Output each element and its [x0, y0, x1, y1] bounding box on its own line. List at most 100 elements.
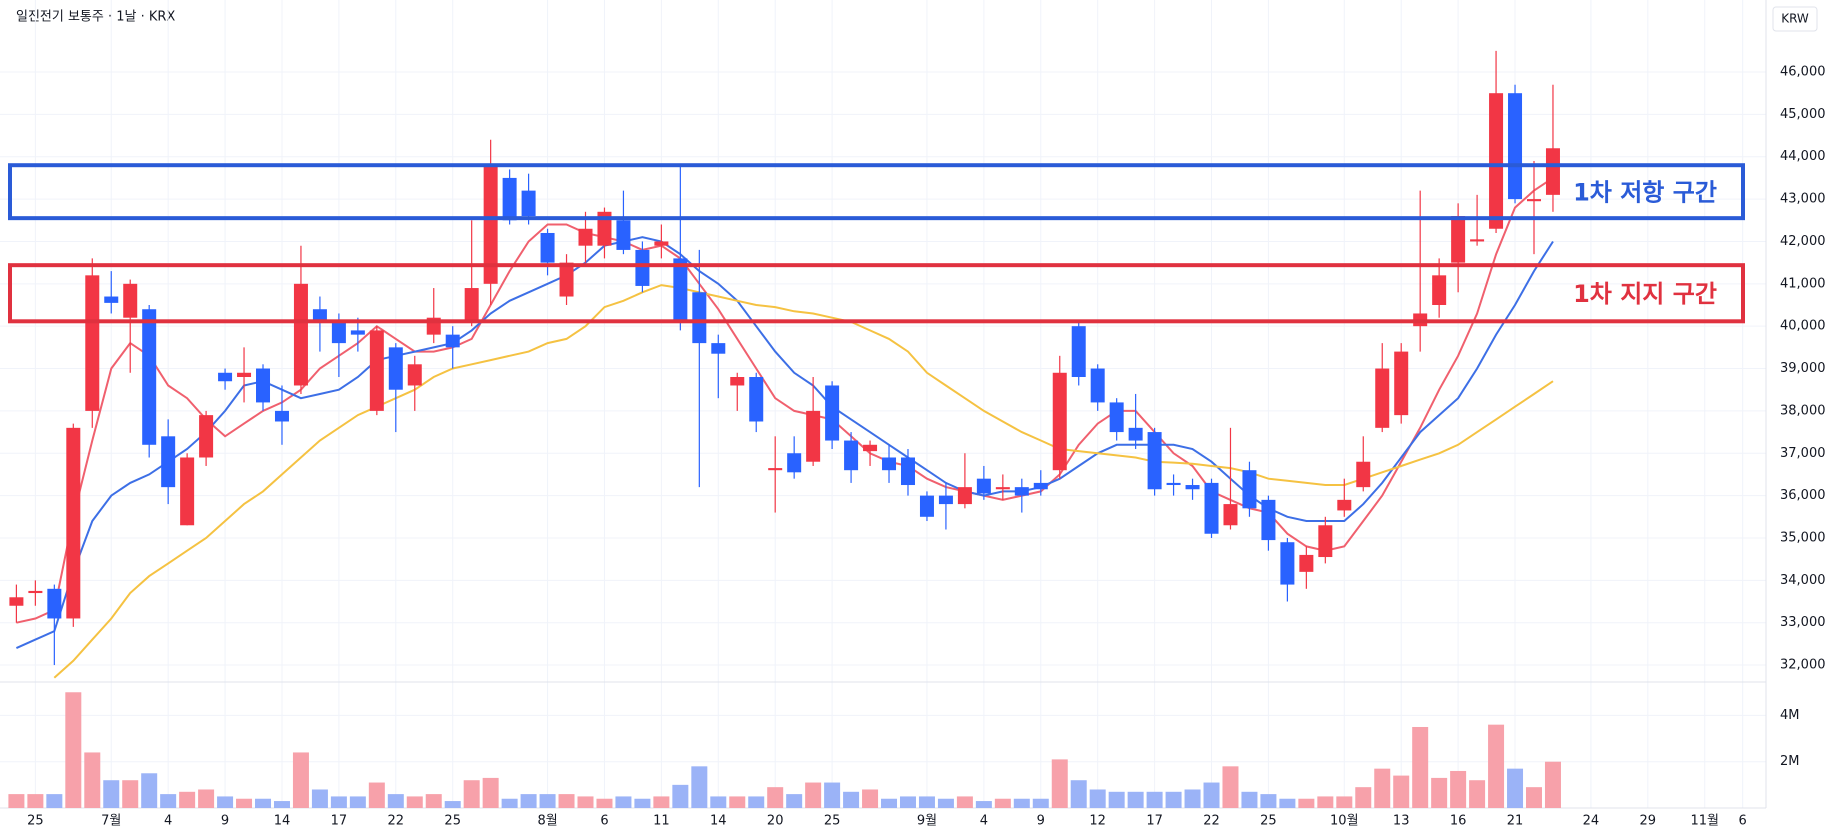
volume-bar [198, 789, 215, 808]
volume-bar [46, 794, 63, 808]
x-tick-label: 4 [980, 814, 988, 829]
volume-bar [748, 796, 765, 808]
candle-body [483, 165, 498, 284]
zone-label: 1차 저항 구간 [1573, 179, 1717, 207]
candle-body [331, 321, 346, 344]
x-tick-label: 16 [1450, 814, 1467, 829]
y-tick-label: 33,000 [1780, 615, 1826, 630]
volume-bar [330, 796, 347, 808]
candle-body [1451, 216, 1466, 263]
volume-bar [710, 796, 727, 808]
candle-body [1185, 485, 1200, 490]
volume-bar [1222, 766, 1239, 808]
y-tick-label: 34,000 [1780, 573, 1826, 588]
x-tick-label: 25 [444, 814, 461, 829]
volume-bar [160, 794, 177, 808]
chart-title: 일진전기 보통주 · 1날 · KRX [16, 10, 175, 25]
volume-bar [1393, 775, 1410, 808]
volume-bar [1355, 787, 1372, 808]
volume-bar [1298, 798, 1315, 808]
candle-body [957, 487, 972, 505]
candle-body [787, 453, 802, 473]
y-tick-label: 36,000 [1780, 488, 1826, 503]
candle-body [768, 468, 783, 471]
x-tick-label: 25 [1260, 814, 1277, 829]
candle-body [976, 478, 991, 494]
x-tick-label: 13 [1393, 814, 1410, 829]
candle-body [1545, 148, 1560, 195]
volume-bar [899, 796, 916, 808]
candle-body [1166, 482, 1181, 486]
volume-bar [1374, 768, 1391, 808]
candle-body [1432, 275, 1447, 305]
candle-body [692, 292, 707, 344]
y-tick-label: 32,000 [1780, 658, 1826, 673]
candle-body [673, 258, 688, 322]
volume-bar [956, 796, 973, 808]
zone-box [8, 163, 1745, 221]
candle-body [616, 220, 631, 250]
candle-body [1337, 499, 1352, 511]
zone-label: 1차 지지 구간 [1573, 280, 1717, 308]
moving-average-line [15, 236, 1554, 650]
x-tick-label: 6 [600, 814, 608, 829]
candle-body [502, 177, 517, 221]
x-tick-label: 17 [1146, 814, 1163, 829]
candle-body [711, 343, 726, 354]
volume-bar [558, 794, 575, 808]
volume-bar [425, 794, 442, 808]
candle-body [104, 296, 119, 303]
candle-body [730, 377, 745, 386]
volume-bar [1089, 789, 1106, 808]
candle-body [1033, 482, 1048, 490]
volume-bar [1127, 791, 1144, 808]
volume-bar [672, 784, 689, 808]
volume-bar [255, 798, 272, 808]
y-tick-label: 45,000 [1780, 107, 1826, 122]
volume-bar [1526, 787, 1542, 808]
candle-body [369, 330, 384, 411]
volume-bar [349, 796, 366, 808]
y-tick-label: 35,000 [1780, 530, 1826, 545]
candle-body [919, 495, 934, 517]
x-tick-label: 10월 [1330, 814, 1359, 829]
volume-bar [1146, 791, 1163, 808]
volume-bar [1165, 791, 1182, 808]
x-tick-label: 22 [388, 814, 405, 829]
volume-bar [937, 798, 954, 808]
x-tick-label: 21 [1507, 814, 1524, 829]
x-tick-label: 14 [710, 814, 727, 829]
y-tick-label: 39,000 [1780, 361, 1826, 376]
candle-body [1261, 499, 1276, 541]
volume-bar [1317, 796, 1334, 808]
candle-body [388, 347, 403, 390]
candle-body [825, 385, 840, 441]
currency-label[interactable]: KRW [1781, 12, 1809, 26]
x-tick-label: 22 [1203, 814, 1220, 829]
volume-bar [311, 789, 328, 808]
currency-box[interactable] [1772, 6, 1818, 32]
x-tick-label: 12 [1089, 814, 1106, 829]
volume-bar [463, 780, 480, 808]
x-tick-label: 24 [1583, 814, 1600, 829]
volume-bar [273, 801, 290, 808]
volume-bar [577, 796, 594, 808]
candle-body [1242, 470, 1257, 509]
candle-body [1489, 93, 1504, 229]
volume-bar [615, 796, 632, 808]
candle-body [1128, 427, 1143, 441]
volume-bar [1184, 789, 1201, 808]
volume-bar [292, 752, 309, 808]
candle-body [521, 190, 536, 217]
candle-body [274, 410, 289, 422]
volume-bar [881, 798, 898, 808]
moving-average-line [53, 284, 1554, 679]
volume-bar [1469, 780, 1486, 808]
x-tick-label: 9 [1037, 814, 1045, 829]
volume-bar [8, 794, 25, 808]
volume-bar [1203, 782, 1220, 808]
y-tick-label: 37,000 [1780, 446, 1826, 461]
candle-body [1356, 461, 1371, 488]
